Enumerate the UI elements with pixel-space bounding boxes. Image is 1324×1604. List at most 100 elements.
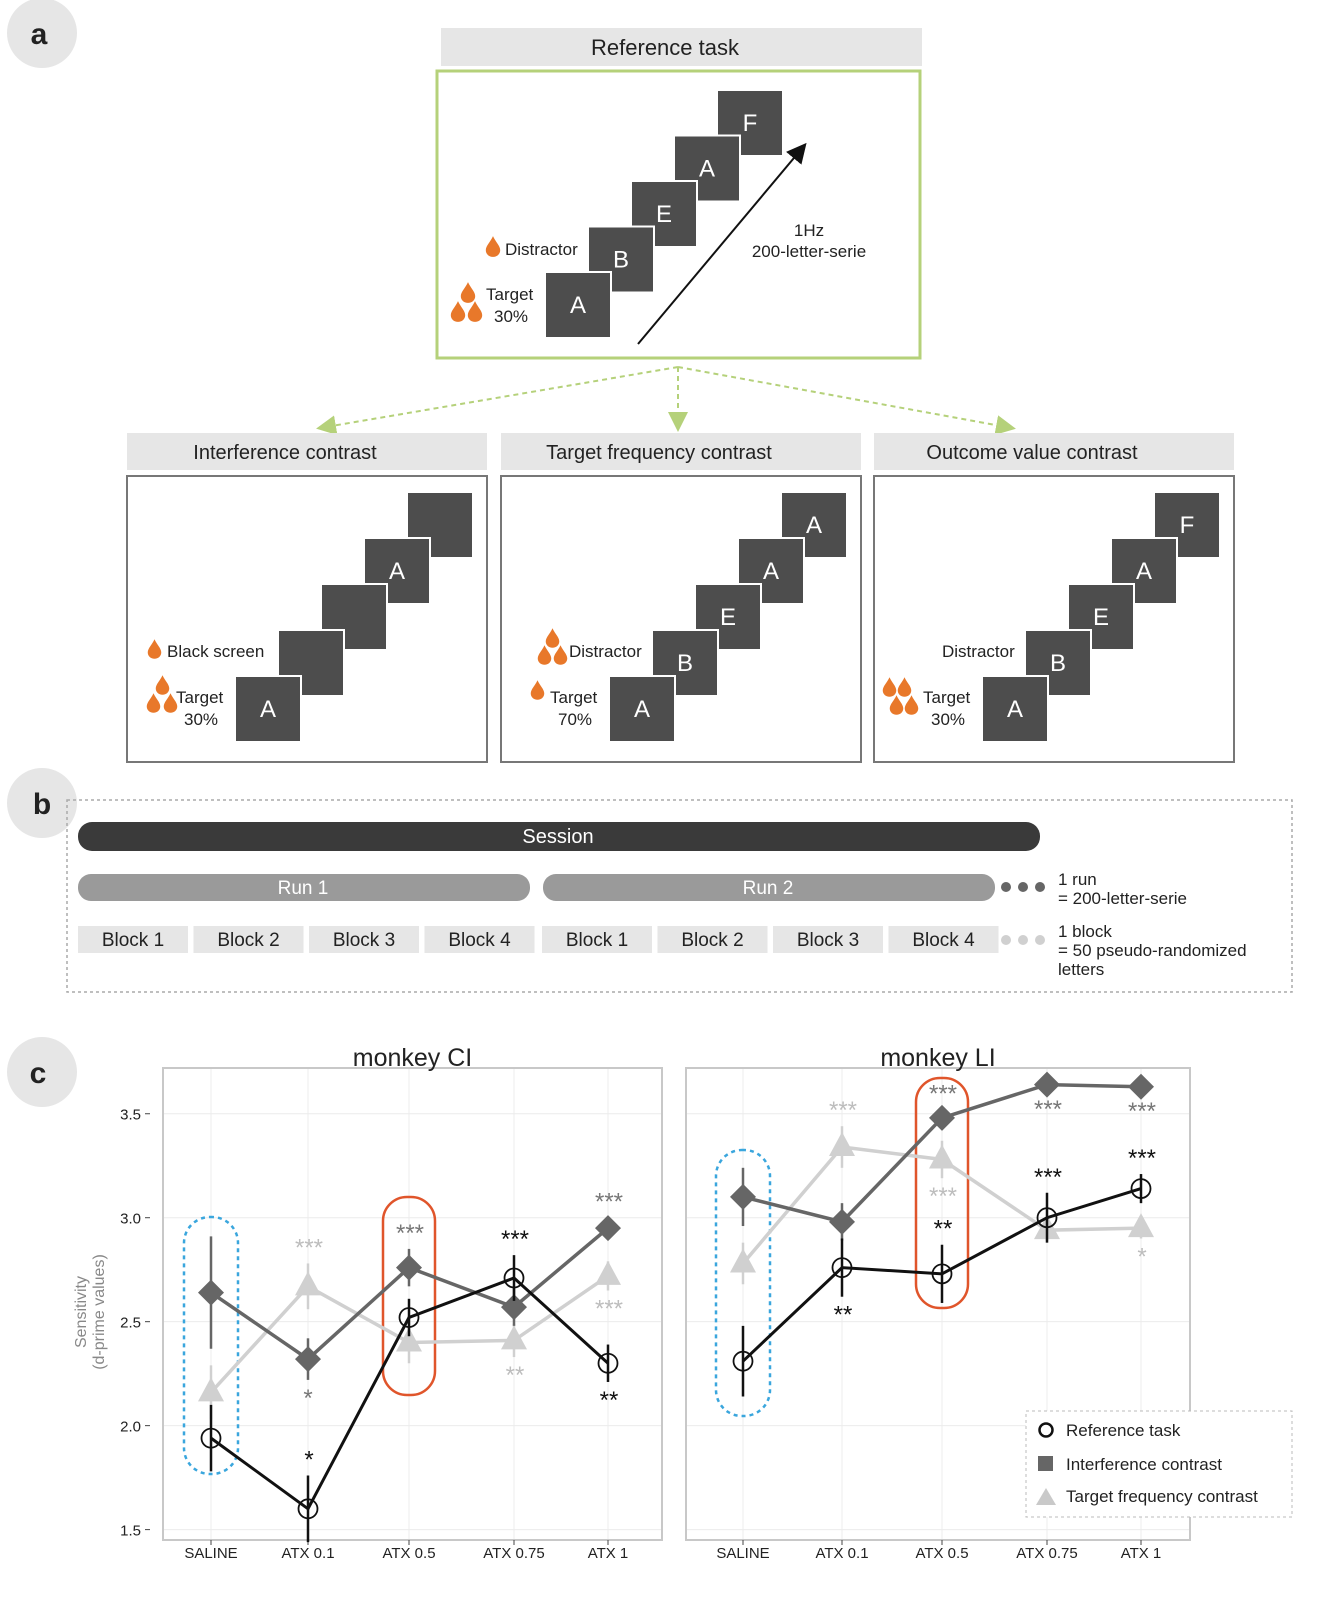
letter-card bbox=[234, 675, 302, 743]
legend-marker-interference bbox=[1038, 1456, 1053, 1471]
letter-card-text: B bbox=[1050, 650, 1066, 677]
data-point-triangle bbox=[730, 1248, 756, 1273]
data-point-circle bbox=[931, 1263, 953, 1285]
block-cell bbox=[78, 926, 188, 953]
data-point-circle bbox=[200, 1427, 222, 1449]
significance-stars: *** bbox=[929, 1183, 957, 1210]
x-tick-label: ATX 1 bbox=[1121, 1545, 1162, 1562]
letter-card bbox=[608, 675, 676, 743]
letter-card-text: E bbox=[656, 201, 672, 228]
data-point-diamond bbox=[829, 1208, 855, 1235]
run-bar-1 bbox=[78, 874, 530, 901]
block-cell bbox=[542, 926, 652, 953]
data-point-triangle bbox=[595, 1260, 621, 1285]
contrast-title: Outcome value contrast bbox=[926, 442, 1138, 464]
contrast-target-pct: 30% bbox=[931, 710, 965, 729]
legend-label-target-frequency: Target frequency contrast bbox=[1066, 1487, 1258, 1506]
panel-label-a-badge bbox=[7, 0, 77, 68]
letter-card-text: F bbox=[743, 110, 758, 137]
y-axis-label-line1: Sensitivity bbox=[73, 1276, 90, 1348]
contrast-target-label: Target bbox=[923, 688, 971, 707]
panel-label-a: a bbox=[31, 18, 48, 51]
letter-card bbox=[587, 225, 655, 294]
y-axis-label-line2: (d-prime values) bbox=[91, 1254, 108, 1370]
significance-stars: *** bbox=[1128, 1098, 1156, 1125]
block-label: Block 2 bbox=[681, 930, 743, 951]
significance-stars: *** bbox=[595, 1189, 623, 1216]
significance-stars: ** bbox=[834, 1302, 853, 1329]
letter-card-text: A bbox=[763, 558, 779, 585]
significance-stars: *** bbox=[1034, 1096, 1062, 1123]
block-label: Block 1 bbox=[102, 930, 164, 951]
letter-card bbox=[544, 271, 612, 339]
chart-monkey-ci: monkey CI 1.5 2.0 2.5 3.0 3.5 SALINE ATX 0.1 ATX… bbox=[120, 1044, 663, 1562]
plot-frame bbox=[685, 1067, 1191, 1541]
block-label: Block 4 bbox=[448, 930, 511, 951]
data-point-diamond bbox=[929, 1104, 955, 1131]
letter-card bbox=[1110, 537, 1178, 605]
panel-label-c: c bbox=[30, 1057, 47, 1090]
block-cell bbox=[309, 926, 419, 953]
data-point-triangle bbox=[929, 1144, 955, 1169]
legend-frame bbox=[1025, 1410, 1293, 1518]
data-point-diamond bbox=[396, 1254, 422, 1281]
legend: Reference task Interference contrast Tar… bbox=[1025, 1410, 1293, 1518]
chart-monkey-li: monkey LI SALINE ATX 0.1 ATX 0.5 ATX 0.75 ATX… bbox=[685, 1044, 1191, 1562]
significance-stars: *** bbox=[829, 1097, 857, 1124]
block-label: Block 3 bbox=[797, 930, 859, 951]
series-circle: ********** bbox=[732, 1145, 1156, 1397]
block-cell bbox=[773, 926, 883, 953]
y-tick-label: 2.5 bbox=[120, 1315, 141, 1332]
reference-distractor-label: Distractor bbox=[505, 240, 578, 259]
x-tick-label: ATX 0.1 bbox=[815, 1545, 868, 1562]
letter-card-text: A bbox=[389, 558, 405, 585]
y-tick-label: 3.5 bbox=[120, 1107, 141, 1124]
letter-card-text: E bbox=[720, 604, 736, 631]
letter-card-text: F bbox=[1180, 512, 1195, 539]
session-label: Session bbox=[522, 826, 593, 848]
block-label: Block 1 bbox=[566, 930, 628, 951]
reference-target-pct: 30% bbox=[494, 307, 528, 326]
letter-card-text: A bbox=[1007, 696, 1023, 723]
data-point-diamond bbox=[501, 1294, 527, 1321]
contrast-target-pct: 30% bbox=[184, 710, 218, 729]
significance-stars: * bbox=[303, 1385, 312, 1412]
significance-stars: ** bbox=[506, 1362, 525, 1389]
data-point-circle bbox=[398, 1307, 420, 1328]
x-tick-label: ATX 0.5 bbox=[382, 1545, 435, 1562]
contrast-upper-label: Distractor bbox=[569, 642, 642, 661]
letter-card-text: E bbox=[1093, 604, 1109, 631]
contrast-panel: Target frequency contrastAAEBADistractor… bbox=[500, 433, 862, 763]
connector-left bbox=[316, 366, 679, 436]
panel-label-b-badge bbox=[7, 768, 77, 838]
run-bar-2 bbox=[543, 874, 995, 901]
contrast-upper-label: Black screen bbox=[167, 642, 264, 661]
data-point-circle bbox=[297, 1498, 319, 1520]
block-continuation-dots bbox=[1001, 935, 1045, 945]
x-tick-label: ATX 0.5 bbox=[915, 1545, 968, 1562]
significance-stars: *** bbox=[1128, 1145, 1156, 1172]
data-point-diamond bbox=[1128, 1073, 1154, 1100]
data-point-triangle bbox=[198, 1377, 224, 1402]
letter-card-text: B bbox=[613, 246, 629, 273]
data-point-triangle bbox=[1128, 1213, 1154, 1238]
panel-b: b Session Run 1 Run 2 1 run = 200-letter… bbox=[7, 768, 1293, 993]
run-note-line2: = 200-letter-serie bbox=[1058, 889, 1187, 908]
blocks-row: Block 1 Block 2 Block 3 Block 4 Block 1 Block… bbox=[78, 926, 999, 953]
data-point-triangle bbox=[295, 1271, 321, 1296]
data-point-circle bbox=[831, 1257, 853, 1279]
contrast-target-label: Target bbox=[176, 688, 224, 707]
contrast-upper-label: Distractor bbox=[942, 642, 1015, 661]
block-cell bbox=[193, 926, 304, 953]
significance-stars: *** bbox=[396, 1220, 424, 1247]
letter-card-text: A bbox=[806, 512, 822, 539]
significance-stars: ** bbox=[934, 1216, 953, 1243]
significance-stars: *** bbox=[595, 1295, 623, 1322]
data-point-diamond bbox=[198, 1279, 224, 1306]
block-label: Block 2 bbox=[217, 930, 279, 951]
plot-frame bbox=[162, 1067, 663, 1541]
block-cell bbox=[424, 926, 535, 953]
data-point-circle bbox=[503, 1267, 525, 1289]
